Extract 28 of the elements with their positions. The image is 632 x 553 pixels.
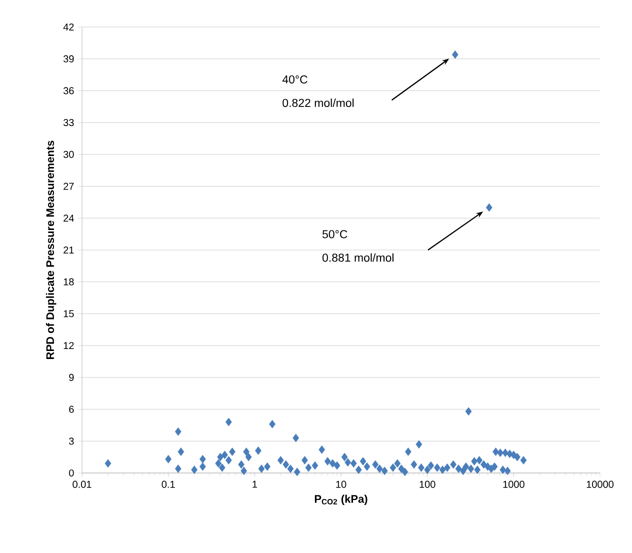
y-tick-label: 6 bbox=[69, 406, 74, 413]
y-tick-label: 12 bbox=[64, 342, 74, 350]
annotation: 40°C bbox=[282, 75, 308, 84]
y-tick-label: 3 bbox=[69, 438, 74, 445]
y-tick-label: 39 bbox=[63, 55, 74, 62]
y-tick-label: 27 bbox=[64, 182, 74, 190]
x-tick-label: 10000 bbox=[586, 480, 614, 488]
x-tick-label: 10 bbox=[336, 480, 346, 488]
y-tick-label: 33 bbox=[63, 119, 74, 126]
y-tick-label: 21 bbox=[64, 246, 74, 254]
y-tick-label: 30 bbox=[63, 150, 74, 158]
x-tick-label: 100 bbox=[420, 480, 436, 488]
y-tick-label: 0 bbox=[69, 469, 74, 477]
y-tick-label: 42 bbox=[63, 24, 74, 30]
y-tick-label: 18 bbox=[64, 278, 74, 286]
y-axis-title: RPD of Duplicate Pressure Measurements bbox=[46, 140, 56, 359]
annotation: 0.822 mol/mol bbox=[282, 98, 354, 107]
annotation: 0.881 mol/mol bbox=[322, 253, 394, 262]
x-tick-label: 0.1 bbox=[162, 480, 175, 488]
x-tick-label: 1 bbox=[252, 480, 257, 488]
y-tick-label: 36 bbox=[63, 87, 74, 94]
y-tick-label: 24 bbox=[64, 214, 74, 222]
x-tick-label: 0.01 bbox=[72, 480, 92, 488]
y-tick-label: 15 bbox=[64, 310, 74, 318]
x-axis-title: P$_{CO2}$ (kPa) bbox=[314, 494, 368, 505]
y-tick-label: 9 bbox=[69, 374, 74, 381]
annotation: 50°C bbox=[322, 230, 348, 238]
x-tick-label: 1000 bbox=[503, 480, 524, 488]
